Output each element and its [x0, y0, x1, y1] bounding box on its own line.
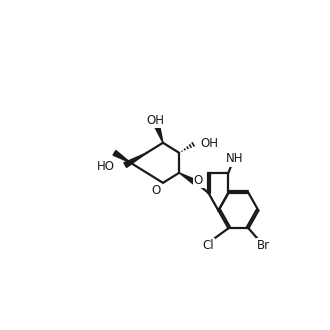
Text: HO: HO [96, 160, 115, 173]
Text: O: O [151, 184, 161, 197]
Polygon shape [154, 124, 163, 143]
Text: OH: OH [201, 137, 219, 150]
Text: OH: OH [146, 114, 164, 127]
Text: Cl: Cl [203, 239, 214, 252]
Text: Br: Br [257, 239, 270, 252]
Polygon shape [113, 150, 131, 163]
Polygon shape [179, 173, 197, 185]
Text: NH: NH [226, 152, 243, 165]
Polygon shape [124, 153, 147, 167]
Text: O: O [194, 174, 203, 187]
